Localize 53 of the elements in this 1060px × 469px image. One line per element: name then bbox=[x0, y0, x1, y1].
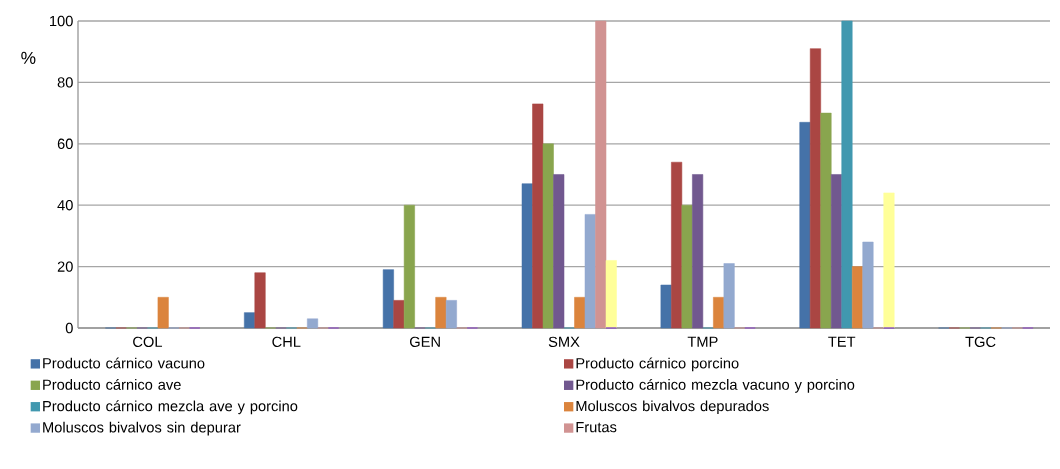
bar bbox=[723, 263, 735, 329]
x-tick-label: TGC bbox=[965, 336, 996, 348]
legend-label: Moluscos bivalvos depurados bbox=[576, 400, 769, 415]
legend-label: Moluscos bivalvos sin depurar bbox=[43, 421, 241, 436]
bar bbox=[595, 20, 607, 329]
legend-label: Producto cárnico mezcla ave y porcino bbox=[43, 400, 298, 415]
bar bbox=[157, 297, 169, 329]
bar bbox=[542, 143, 554, 329]
y-tick-label: 40 bbox=[57, 200, 73, 211]
legend-label: Frutas bbox=[576, 422, 617, 433]
x-tick-label: GEN bbox=[409, 336, 440, 348]
bar bbox=[521, 183, 533, 329]
bar bbox=[883, 192, 895, 329]
legend-label: Producto cárnico vacuno bbox=[43, 357, 205, 369]
legend-label: Producto cárnico porcino bbox=[576, 357, 739, 372]
bar bbox=[244, 312, 256, 329]
y-tick-label: 80 bbox=[57, 77, 73, 88]
bar bbox=[445, 300, 457, 329]
bar bbox=[393, 300, 405, 329]
bar bbox=[692, 174, 704, 329]
y-tick-label: 100 bbox=[50, 15, 73, 27]
legend-label: Producto cárnico mezcla vacuno y porcino bbox=[576, 378, 855, 393]
bar bbox=[830, 174, 842, 329]
bar bbox=[851, 266, 863, 329]
bar bbox=[254, 272, 266, 329]
bar bbox=[307, 318, 319, 329]
bar bbox=[820, 112, 832, 329]
bar bbox=[532, 103, 544, 329]
y-tick-label: 60 bbox=[57, 138, 73, 149]
x-tick-label: TMP bbox=[687, 336, 718, 347]
bar bbox=[584, 214, 596, 329]
bar bbox=[809, 48, 821, 329]
x-tick-label: COL bbox=[133, 336, 163, 348]
bar bbox=[574, 297, 586, 329]
bar bbox=[553, 174, 565, 329]
bar bbox=[435, 297, 447, 329]
bar bbox=[713, 297, 725, 329]
x-tick-label: TET bbox=[828, 336, 856, 347]
x-tick-label: SMX bbox=[548, 336, 580, 348]
bar bbox=[403, 204, 415, 329]
bar bbox=[671, 161, 683, 329]
x-tick-label: CHL bbox=[272, 336, 301, 348]
legend-label: Producto cárnico ave bbox=[43, 378, 181, 390]
y-tick-label: 0 bbox=[65, 322, 73, 334]
y-axis-title: % bbox=[21, 51, 36, 64]
bar bbox=[605, 260, 617, 329]
bar bbox=[382, 269, 394, 329]
bar bbox=[862, 241, 874, 329]
bar bbox=[660, 284, 672, 329]
y-tick-label: 20 bbox=[57, 261, 73, 272]
bar bbox=[799, 122, 811, 329]
bar bbox=[681, 204, 693, 329]
bar bbox=[841, 20, 853, 329]
